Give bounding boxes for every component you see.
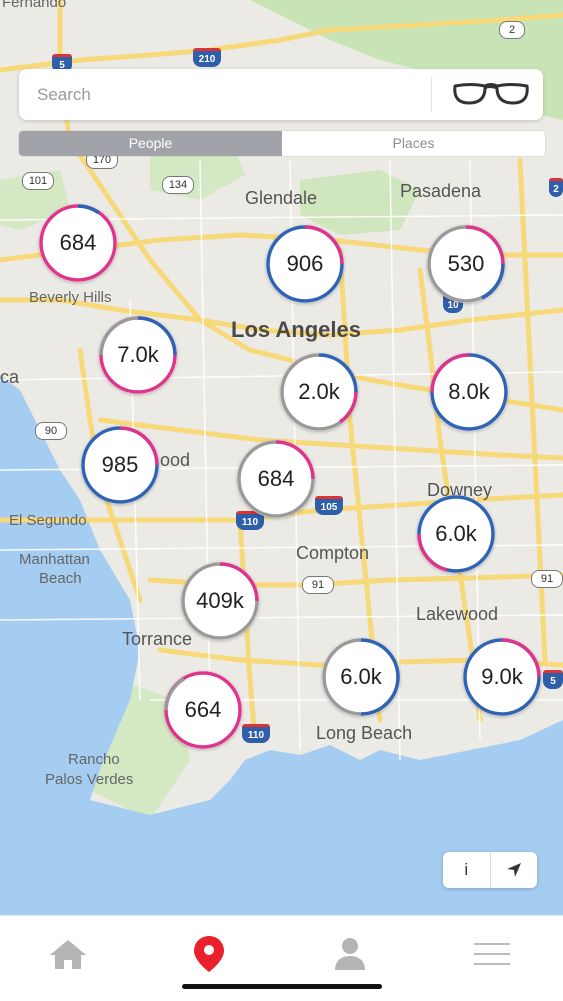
cluster-count: 906 — [286, 251, 324, 276]
state-route-shield: 91 — [302, 576, 334, 594]
interstate-shield: 5 — [543, 670, 563, 689]
cluster-count: 6.0k — [340, 664, 382, 689]
map-controls-divider — [489, 852, 491, 888]
place-label-compton: Compton — [296, 543, 370, 563]
cluster-marker[interactable]: 6.0k — [417, 495, 495, 573]
place-label-rancho: Rancho — [68, 751, 120, 768]
place-label-los-angeles: Los Angeles — [231, 317, 361, 342]
place-label-beach: Beach — [39, 570, 82, 587]
state-route-shield: 2 — [499, 21, 525, 39]
cluster-count: 530 — [447, 251, 485, 276]
segment-people[interactable]: People — [19, 131, 282, 156]
home-indicator — [182, 984, 382, 989]
interstate-shield: 210 — [193, 48, 221, 67]
person-icon[interactable] — [330, 934, 370, 974]
menu-icon[interactable] — [472, 934, 512, 974]
place-label-downey: Downey — [427, 480, 493, 500]
search-bar — [19, 69, 543, 120]
search-divider — [431, 77, 432, 112]
place-label-manhattan: Manhattan — [19, 551, 90, 568]
map-pin-icon[interactable] — [189, 934, 229, 974]
cluster-count: 8.0k — [448, 379, 490, 404]
location-arrow-icon[interactable] — [491, 852, 538, 888]
cluster-count: 2.0k — [298, 379, 340, 404]
place-label-el-segundo: El Segundo — [9, 512, 87, 529]
map-controls: i — [443, 852, 537, 888]
cluster-count: 684 — [257, 466, 295, 491]
interstate-shield: 105 — [315, 496, 343, 515]
us-route-shield: 101 — [22, 172, 54, 190]
cluster-marker[interactable]: 6.0k — [322, 638, 400, 716]
cluster-count: 664 — [184, 697, 222, 722]
cluster-marker[interactable]: 985 — [81, 426, 159, 504]
cluster-count: 409k — [196, 588, 244, 613]
cluster-marker[interactable]: 7.0k — [99, 316, 177, 394]
interstate-shield: 5 — [52, 54, 72, 73]
interstate-shield: 110 — [242, 724, 270, 743]
place-label-long-beach: Long Beach — [316, 723, 413, 743]
home-icon[interactable] — [48, 934, 88, 974]
cluster-count: 684 — [59, 230, 97, 255]
place-label-torrance: Torrance — [122, 629, 193, 649]
search-input[interactable] — [35, 82, 419, 108]
cluster-marker[interactable]: 664 — [164, 671, 242, 749]
place-label-glendale: Glendale — [245, 188, 318, 208]
state-route-shield: 91 — [531, 570, 563, 588]
cluster-count: 985 — [101, 452, 139, 477]
place-label-ca: ca — [0, 367, 20, 387]
cluster-count: 9.0k — [481, 664, 523, 689]
cluster-count: 7.0k — [117, 342, 159, 367]
cluster-count: 6.0k — [435, 521, 477, 546]
place-label-beverly-hills: Beverly Hills — [29, 289, 112, 306]
glasses-icon[interactable] — [451, 79, 531, 109]
cluster-marker[interactable]: 409k — [181, 562, 259, 640]
place-label-fernando: Fernando — [2, 0, 67, 11]
place-label-lakewood: Lakewood — [416, 604, 499, 624]
place-label-pasadena: Pasadena — [400, 181, 482, 201]
cluster-marker[interactable]: 906 — [266, 225, 344, 303]
cluster-marker[interactable]: 9.0k — [463, 638, 541, 716]
interstate-shield: 2 — [549, 178, 563, 197]
state-route-shield: 90 — [35, 422, 67, 440]
info-button[interactable]: i — [464, 860, 469, 879]
map-background — [0, 0, 563, 915]
place-label-palos-verdes: Palos Verdes — [45, 771, 134, 788]
place-label-ood: ood — [160, 450, 191, 470]
cluster-marker[interactable]: 684 — [237, 440, 315, 518]
segment-places[interactable]: Places — [282, 131, 545, 156]
cluster-marker[interactable]: 2.0k — [280, 353, 358, 431]
cluster-marker[interactable]: 530 — [427, 225, 505, 303]
state-route-shield: 134 — [162, 176, 194, 194]
cluster-marker[interactable]: 8.0k — [430, 353, 508, 431]
segmented-control: People Places — [19, 131, 545, 156]
cluster-marker[interactable]: 684 — [39, 204, 117, 282]
interstate-shield: 110 — [236, 511, 264, 530]
